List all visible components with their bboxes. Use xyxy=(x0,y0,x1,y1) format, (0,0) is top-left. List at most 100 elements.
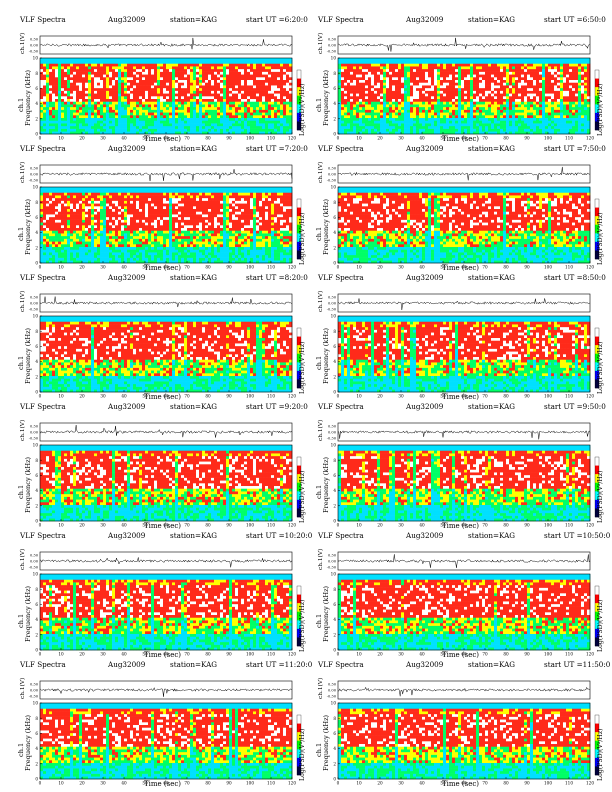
heatmap-cell xyxy=(542,90,546,94)
heatmap-cell xyxy=(193,82,197,86)
heatmap-cell xyxy=(407,104,411,108)
heatmap-cell xyxy=(175,93,179,97)
heatmap-cell xyxy=(226,90,230,94)
heatmap-cell xyxy=(479,128,483,132)
heatmap-cell xyxy=(115,71,119,75)
heatmap-cell xyxy=(437,82,441,86)
heatmap-cell xyxy=(286,66,290,70)
heatmap-cell xyxy=(124,120,128,124)
x-tick-label: 120 xyxy=(586,136,594,141)
heatmap-cell xyxy=(166,79,170,83)
heatmap-cell xyxy=(371,60,375,64)
heatmap-cell xyxy=(46,96,50,100)
heatmap-cell xyxy=(130,74,134,78)
heatmap-cell xyxy=(428,101,432,105)
heatmap-cell xyxy=(467,93,471,97)
heatmap-cell xyxy=(413,115,417,119)
x-tick-label: 110 xyxy=(267,136,275,141)
heatmap-cell xyxy=(455,66,459,70)
heatmap-cell xyxy=(578,104,582,108)
heatmap-cell xyxy=(205,79,209,83)
heatmap-cell xyxy=(226,96,230,100)
heatmap-cell xyxy=(124,77,128,81)
heatmap-cell xyxy=(476,109,480,113)
heatmap-cell xyxy=(578,87,582,91)
heatmap-cell xyxy=(112,79,116,83)
heatmap-cell xyxy=(208,90,212,94)
heatmap-cell xyxy=(157,90,161,94)
heatmap-cell xyxy=(274,74,278,78)
heatmap-cell xyxy=(395,79,399,83)
heatmap-cell xyxy=(184,109,188,113)
heatmap-cell xyxy=(344,79,348,83)
heatmap-cell xyxy=(145,101,149,105)
heatmap-cell xyxy=(530,117,534,121)
heatmap-cell xyxy=(58,106,62,110)
heatmap-cell xyxy=(160,93,164,97)
heatmap-cell xyxy=(497,60,501,64)
heatmap-cell xyxy=(371,66,375,70)
heatmap-cell xyxy=(154,87,158,91)
heatmap-cell xyxy=(166,71,170,75)
heatmap-cell xyxy=(452,90,456,94)
heatmap-cell xyxy=(350,90,354,94)
heatmap-cell xyxy=(338,96,342,100)
heatmap-cell xyxy=(175,68,179,72)
heatmap-cell xyxy=(172,74,176,78)
heatmap-cell xyxy=(407,79,411,83)
heatmap-cell xyxy=(49,249,53,253)
heatmap-cell xyxy=(488,98,492,102)
heatmap-cell xyxy=(253,125,257,129)
heatmap-cell xyxy=(503,104,507,108)
heatmap-cell xyxy=(365,98,369,102)
heatmap-cell xyxy=(365,79,369,83)
heatmap-cell xyxy=(470,128,474,132)
heatmap-cell xyxy=(217,74,221,78)
heatmap-cell xyxy=(578,115,582,119)
heatmap-cell xyxy=(509,98,513,102)
heatmap-cell xyxy=(88,123,92,127)
heatmap-cell xyxy=(362,109,366,113)
heatmap-cell xyxy=(338,93,342,97)
heatmap-cell xyxy=(229,90,233,94)
heatmap-cell xyxy=(205,58,209,62)
heatmap-cell xyxy=(581,74,585,78)
heatmap-cell xyxy=(175,82,179,86)
heatmap-cell xyxy=(542,74,546,78)
heatmap-cell xyxy=(545,131,549,135)
heatmap-cell xyxy=(434,96,438,100)
heatmap-cell xyxy=(247,106,251,110)
heatmap-cell xyxy=(235,109,239,113)
heatmap-cell xyxy=(100,117,104,121)
heatmap-cell xyxy=(581,68,585,72)
heatmap-cell xyxy=(581,58,585,62)
heatmap-cell xyxy=(578,112,582,116)
heatmap-cell xyxy=(244,82,248,86)
heatmap-cell xyxy=(470,131,474,135)
heatmap-cell xyxy=(136,96,140,100)
heatmap-cell xyxy=(431,66,435,70)
heatmap-cell xyxy=(181,68,185,72)
heatmap-cell xyxy=(82,71,86,75)
heatmap-cell xyxy=(494,66,498,70)
heatmap-cell xyxy=(434,63,438,67)
heatmap-cell xyxy=(196,131,200,135)
heatmap-cell xyxy=(386,58,390,62)
heatmap-cell xyxy=(500,120,504,124)
heatmap-cell xyxy=(533,117,537,121)
heatmap-cell xyxy=(160,117,164,121)
heatmap-cell xyxy=(220,123,224,127)
heatmap-cell xyxy=(241,63,245,67)
heatmap-cell xyxy=(70,125,74,129)
heatmap-cell xyxy=(413,87,417,91)
heatmap-cell xyxy=(49,246,53,250)
heatmap-cell xyxy=(193,71,197,75)
heatmap-cell xyxy=(563,120,567,124)
heatmap-cell xyxy=(136,60,140,64)
heatmap-cell xyxy=(208,101,212,105)
heatmap-cell xyxy=(211,128,215,132)
heatmap-cell xyxy=(223,117,227,121)
heatmap-cell xyxy=(359,74,363,78)
heatmap-cell xyxy=(467,79,471,83)
heatmap-cell xyxy=(443,120,447,124)
